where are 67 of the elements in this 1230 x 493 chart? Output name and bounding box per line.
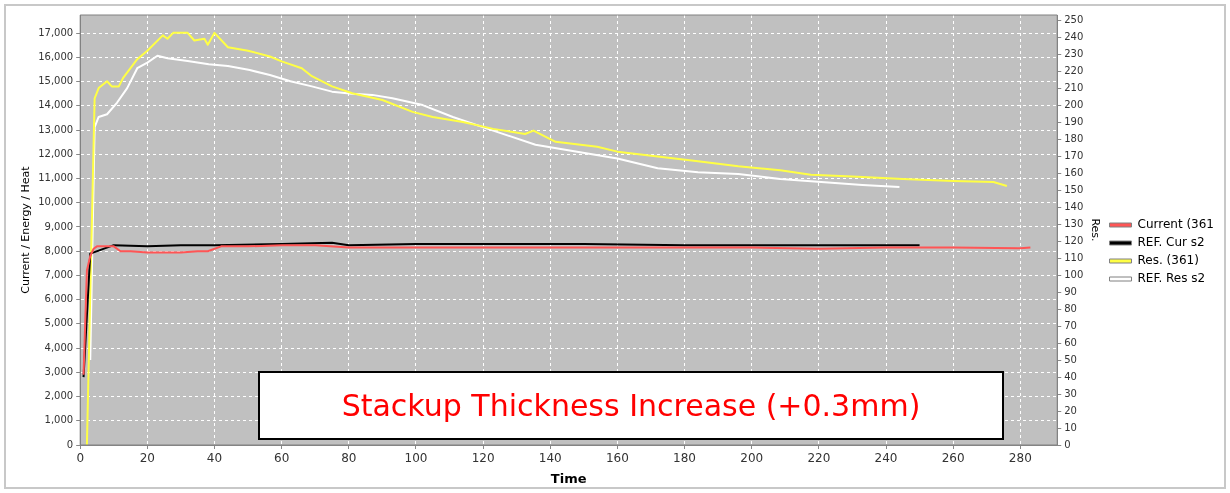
note-box: Stackup Thickness Increase (+0.3mm) <box>258 371 1004 440</box>
y2-tick-label: 50 <box>1064 353 1077 365</box>
legend-label: REF. Cur s2 <box>1137 235 1205 250</box>
y2-tick-label: 90 <box>1064 285 1077 297</box>
y2-tick-label: 230 <box>1064 47 1084 59</box>
y-tick-label: 15,000 <box>38 75 74 87</box>
y2-tick-label: 160 <box>1064 166 1084 178</box>
x-tick-label: 180 <box>673 451 697 466</box>
y2-axis-title: Res. <box>1089 218 1103 242</box>
y-tick-label: 7,000 <box>44 269 74 281</box>
y2-tick-label: 60 <box>1064 336 1077 348</box>
y2-tick-label: 130 <box>1064 217 1084 229</box>
y2-tick-label: 120 <box>1064 234 1084 246</box>
y-tick-label: 2,000 <box>44 390 74 402</box>
y2-tick-label: 80 <box>1064 302 1077 314</box>
x-tick-label: 20 <box>139 451 155 466</box>
y-tick-label: 0 <box>66 438 74 450</box>
x-tick-label: 260 <box>941 451 965 466</box>
legend-label: REF. Res s2 <box>1137 271 1206 286</box>
y2-tick-label: 220 <box>1064 64 1084 76</box>
x-tick-label: 140 <box>538 451 562 466</box>
y-tick-label: 1,000 <box>44 414 74 426</box>
x-tick-label: 100 <box>404 451 428 466</box>
y2-tick-label: 10 <box>1064 421 1077 433</box>
y2-tick-label: 170 <box>1064 149 1084 161</box>
x-tick-label: 60 <box>274 451 290 466</box>
x-tick-label: 120 <box>471 451 495 466</box>
y-tick-label: 11,000 <box>38 172 74 184</box>
x-tick-label: 200 <box>740 451 764 466</box>
y2-tick-label: 0 <box>1064 438 1071 450</box>
y2-tick-label: 240 <box>1064 30 1084 42</box>
x-tick-label: 220 <box>807 451 831 466</box>
y2-tick-label: 150 <box>1064 183 1084 195</box>
x-tick-label: 80 <box>341 451 357 466</box>
y2-tick-label: 110 <box>1064 251 1084 263</box>
y2-tick-label: 210 <box>1064 81 1084 93</box>
y2-tick-label: 180 <box>1064 132 1084 144</box>
y-tick-label: 3,000 <box>44 365 74 377</box>
y2-tick-label: 200 <box>1064 98 1084 110</box>
y2-tick-label: 190 <box>1064 115 1084 127</box>
x-tick-label: 280 <box>1008 451 1032 466</box>
x-axis-title: Time <box>550 470 587 486</box>
y-axis-title: Current / Energy / Heat <box>19 165 33 294</box>
x-tick-label: 40 <box>206 451 223 466</box>
x-tick-label: 160 <box>605 451 629 466</box>
y-tick-label: 6,000 <box>44 293 74 305</box>
y2-tick-label: 40 <box>1064 370 1077 382</box>
y-tick-label: 8,000 <box>44 244 74 256</box>
y2-tick-label: 100 <box>1064 268 1084 280</box>
y2-tick-label: 30 <box>1064 387 1077 399</box>
y-tick-label: 12,000 <box>38 147 74 159</box>
y-tick-label: 10,000 <box>38 196 74 208</box>
y2-tick-label: 20 <box>1064 404 1077 416</box>
y-tick-label: 9,000 <box>44 220 74 232</box>
y-tick-label: 17,000 <box>38 26 74 38</box>
y2-tick-label: 70 <box>1064 319 1077 331</box>
y2-tick-label: 140 <box>1064 200 1084 212</box>
y-tick-label: 16,000 <box>38 50 74 62</box>
y-tick-label: 14,000 <box>38 99 74 111</box>
x-tick-label: 240 <box>874 451 898 466</box>
y2-tick-label: 250 <box>1064 13 1084 25</box>
legend-label: Current (361 <box>1137 217 1215 232</box>
x-tick-label: 0 <box>76 451 85 466</box>
y-tick-label: 13,000 <box>38 123 74 135</box>
legend-label: Res. (361) <box>1137 253 1199 268</box>
y-tick-label: 4,000 <box>44 341 74 353</box>
y-tick-label: 5,000 <box>44 317 74 329</box>
